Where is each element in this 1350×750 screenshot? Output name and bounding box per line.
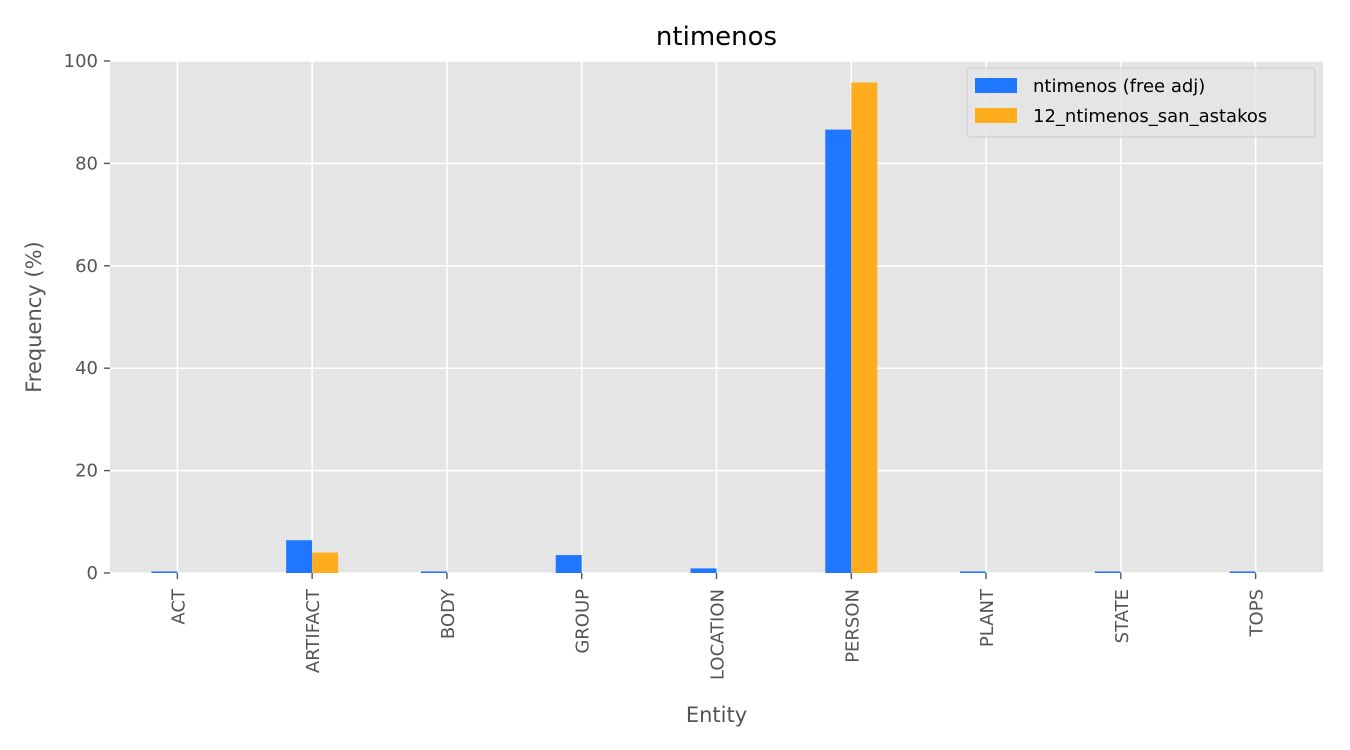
x-tick-label: ACT — [168, 588, 189, 625]
bar-free-adj — [1094, 571, 1121, 573]
x-tick-label: BODY — [438, 588, 459, 639]
y-axis-label: Frequency (%) — [22, 241, 46, 393]
bar-san-astakos — [851, 82, 878, 573]
x-tick-label: PLANT — [977, 588, 998, 647]
bars — [151, 82, 1256, 573]
y-tick-label: 60 — [75, 256, 98, 277]
x-tick-label: GROUP — [573, 589, 594, 654]
bar-free-adj — [151, 571, 178, 573]
legend-frame — [966, 67, 1316, 138]
axis-ticks: 0 20 40 60 80 100 ACT ARTIFACT BODY GROUP LOCATION… — [64, 51, 1268, 680]
y-tick-label: 20 — [75, 461, 98, 482]
legend-label-san-astakos: 12_ntimenos_san_astakos — [1033, 106, 1267, 127]
chart-title: ntimenos — [656, 22, 777, 52]
legend-swatch-free-adj — [975, 78, 1017, 93]
bar-free-adj — [1229, 571, 1256, 573]
x-tick-label: ARTIFACT — [303, 588, 324, 673]
grid-lines — [110, 60, 1323, 574]
bar-free-adj — [825, 129, 852, 573]
y-tick-label: 100 — [64, 51, 98, 72]
bar-free-adj — [420, 571, 447, 573]
bar-free-adj — [690, 568, 717, 573]
legend: ntimenos (free adj) 12_ntimenos_san_asta… — [966, 67, 1316, 138]
bar-free-adj — [286, 540, 313, 573]
legend-swatch-san-astakos — [975, 108, 1017, 123]
bar-free-adj — [555, 555, 582, 573]
x-tick-label: TOPS — [1247, 589, 1268, 637]
x-axis-label: Entity — [686, 703, 747, 727]
bar-san-astakos — [312, 552, 339, 573]
legend-label-free-adj: ntimenos (free adj) — [1033, 76, 1205, 97]
bar-free-adj — [960, 571, 987, 573]
x-tick-label: PERSON — [842, 589, 863, 663]
y-tick-label: 80 — [75, 153, 98, 174]
x-tick-label: LOCATION — [708, 589, 729, 680]
x-tick-label: STATE — [1112, 589, 1133, 643]
y-tick-label: 40 — [75, 358, 98, 379]
y-tick-label: 0 — [87, 563, 98, 584]
